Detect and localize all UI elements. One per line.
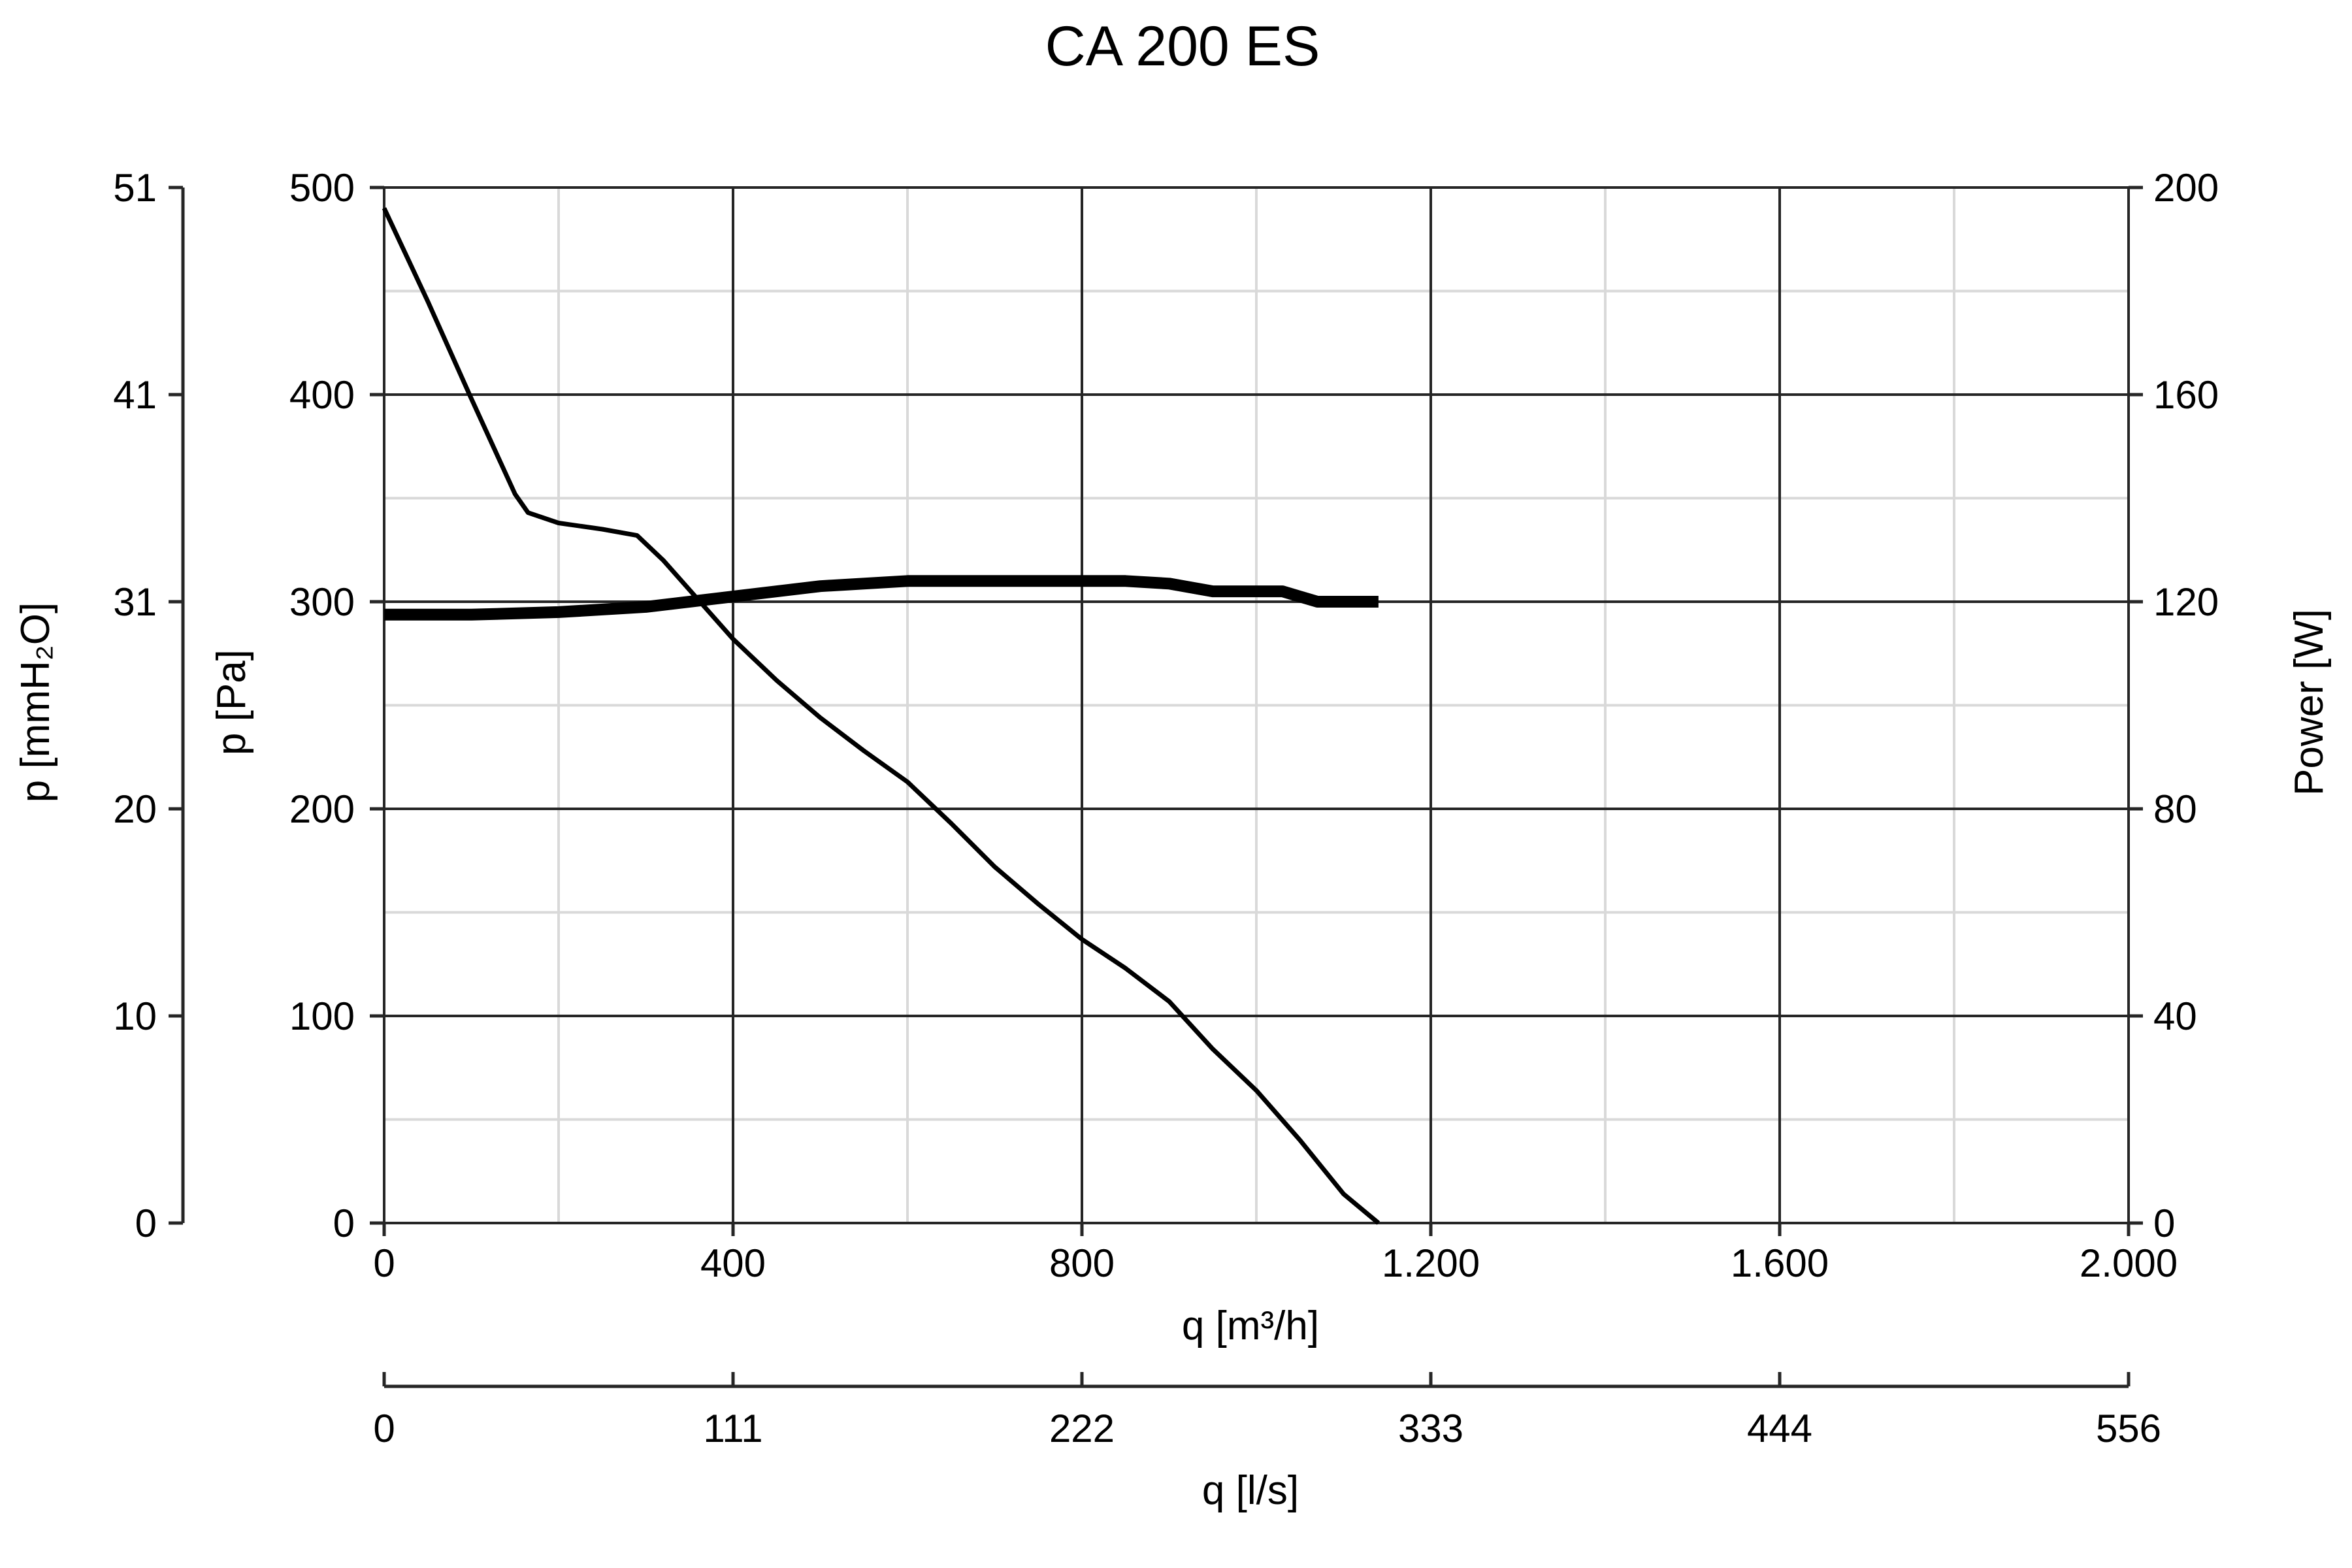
grid [383,186,2130,1224]
y-left-outer-tick-label: 31 [113,580,157,624]
x-secondary-tick-label: 444 [1747,1407,1812,1450]
y-left-tick-label: 400 [289,373,355,417]
x-tick-label: 2.000 [2080,1241,2178,1285]
y-left-outer-tick-label: 20 [113,787,157,831]
x-tick-label: 1.200 [1382,1241,1480,1285]
x-tick-label: 400 [700,1241,766,1285]
y-left-tick-label: 300 [289,580,355,624]
y-left-tick-label: 0 [333,1201,355,1245]
pressure-curve-line [382,207,1380,1225]
y-axis-right-title: Power [W] [2287,609,2332,796]
x-tick-label: 800 [1049,1241,1115,1285]
x-axis-secondary-title: q [l/s] [1202,1468,1299,1513]
x-axis-title: q [m³/h] [1182,1303,1319,1348]
x-secondary-tick-label: 222 [1049,1407,1115,1450]
y-left-outer-tick-label: 51 [113,166,157,210]
axes [169,186,2143,1388]
y-axis-left-title: p [Pa] [209,649,254,755]
y-right-tick-label: 160 [2153,373,2219,417]
y-axis-left-outer-title: p [mmH₂O] [13,602,58,803]
data-series [382,207,1380,1225]
y-left-tick-label: 200 [289,787,355,831]
y-right-tick-label: 200 [2153,166,2219,210]
y-left-tick-label: 100 [289,994,355,1038]
x-secondary-tick-label: 556 [2096,1407,2161,1450]
x-tick-label: 1.600 [1731,1241,1829,1285]
y-left-tick-label: 500 [289,166,355,210]
y-left-outer-tick-label: 41 [113,373,157,417]
x-secondary-tick-label: 0 [373,1407,395,1450]
x-tick-label: 0 [373,1241,395,1285]
x-secondary-tick-label: 333 [1398,1407,1463,1450]
y-right-tick-label: 80 [2153,787,2197,831]
y-right-tick-label: 0 [2153,1201,2175,1245]
y-left-outer-tick-label: 0 [135,1201,157,1245]
y-right-tick-label: 40 [2153,994,2197,1038]
chart-title: CA 200 ES [1045,15,1320,78]
y-right-tick-label: 120 [2153,580,2219,624]
y-left-outer-tick-label: 10 [113,994,157,1038]
power-curve-line [384,575,1379,621]
x-secondary-tick-label: 111 [703,1407,762,1450]
